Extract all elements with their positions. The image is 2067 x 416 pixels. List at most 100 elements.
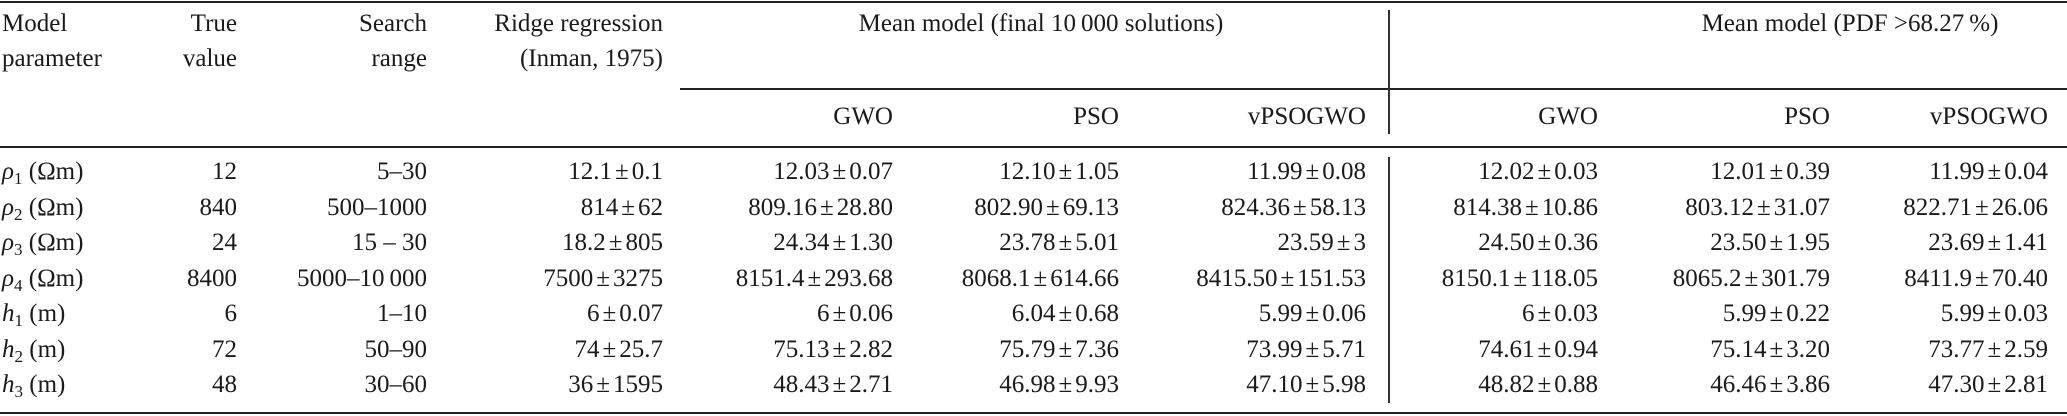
uncertainty-value: 3.20 — [1786, 335, 1830, 363]
parameter-subscript: 1 — [14, 169, 23, 188]
ridge-regression-cell: 814 ±62 — [581, 194, 663, 222]
plus-minus-sign: ± — [1744, 264, 1759, 292]
mean-value: 11.99 — [1929, 158, 1985, 185]
uncertainty-value: 1.30 — [849, 229, 893, 256]
true-value-cell: 12 — [212, 158, 237, 185]
mean-value: 8068.1 — [961, 264, 1031, 292]
cell-vpsogwo-pdf: 5.99 ±0.03 — [1941, 300, 2048, 328]
header-true-value-1: True — [190, 10, 237, 37]
cell-vpsogwo: 11.99 ±0.08 — [1247, 158, 1366, 186]
group-rule — [680, 88, 2067, 90]
plus-minus-sign: ± — [1058, 335, 1073, 363]
uncertainty-value: 5.71 — [1322, 335, 1366, 363]
top-rule — [0, 1, 2067, 3]
group-separator-body — [1388, 157, 1390, 403]
uncertainty-value: 0.1 — [631, 158, 663, 185]
cell-vpsogwo-pdf: 73.77 ±2.59 — [1928, 336, 2048, 364]
parameter-unit: (Ωm) — [28, 193, 84, 221]
mean-value: 48.43 — [773, 371, 830, 398]
cell-vpsogwo-pdf: 8411.9 ±70.40 — [1904, 265, 2048, 293]
uncertainty-value: 805 — [625, 229, 664, 256]
mean-value: 809.16 — [748, 193, 818, 221]
mean-value: 814.38 — [1453, 193, 1523, 221]
mean-value: 23.69 — [1928, 229, 1985, 256]
true-value-cell: 24 — [212, 229, 237, 256]
bottom-rule — [0, 412, 2067, 414]
plus-minus-sign: ± — [1305, 158, 1320, 185]
mean-value: 73.99 — [1246, 335, 1303, 363]
search-range-cell: 30–60 — [364, 371, 428, 398]
mean-value: 824.36 — [1221, 193, 1291, 221]
cell-pso: 46.98 ±9.93 — [999, 371, 1119, 399]
plus-minus-sign: ± — [1975, 193, 1989, 221]
uncertainty-value: 0.04 — [2004, 158, 2048, 185]
mean-value: 822.71 — [1903, 193, 1973, 221]
header-col-gwo-pdf: GWO — [1538, 103, 1598, 130]
plus-minus-sign: ± — [596, 371, 610, 398]
parameter-label: h1 (m) — [2, 300, 66, 330]
ridge-regression-cell: 12.1 ±0.1 — [568, 158, 663, 186]
plus-minus-sign: ± — [1058, 229, 1073, 256]
uncertainty-value: 0.03 — [1554, 300, 1598, 327]
mean-value: 75.13 — [773, 335, 830, 363]
plus-minus-sign: ± — [1280, 264, 1295, 292]
uncertainty-value: 2.82 — [849, 335, 893, 363]
ridge-regression-cell: 6 ±0.07 — [587, 300, 663, 328]
parameter-symbol: ρ — [2, 158, 14, 185]
plus-minus-sign: ± — [1058, 371, 1073, 398]
cell-pso-pdf: 23.50 ±1.95 — [1710, 229, 1830, 257]
mean-value: 5.99 — [1258, 300, 1303, 327]
parameter-label: h2 (m) — [2, 336, 65, 366]
plus-minus-sign: ± — [1537, 371, 1552, 398]
cell-gwo-pdf: 814.38 ±10.86 — [1453, 194, 1598, 222]
uncertainty-value: 28.80 — [836, 193, 893, 221]
uncertainty-value: 5.01 — [1075, 229, 1119, 256]
cell-vpsogwo: 23.59 ±3 — [1278, 229, 1366, 257]
plus-minus-sign: ± — [832, 335, 847, 363]
uncertainty-value: 0.06 — [849, 300, 893, 327]
header-rule — [0, 146, 2067, 148]
mean-value: 7500 — [543, 264, 594, 292]
plus-minus-sign: ± — [1305, 371, 1320, 398]
parameter-subscript: 2 — [14, 346, 24, 366]
mean-value: 23.78 — [999, 229, 1056, 256]
uncertainty-value: 2.81 — [2004, 371, 2048, 398]
plus-minus-sign: ± — [1975, 264, 1989, 292]
parameter-unit: (m) — [29, 300, 66, 327]
cell-vpsogwo-pdf: 47.30 ±2.81 — [1928, 371, 2048, 399]
plus-minus-sign: ± — [1293, 193, 1307, 221]
plus-minus-sign: ± — [1769, 229, 1784, 256]
parameter-label: h3 (m) — [2, 371, 65, 400]
mean-value: 73.77 — [1928, 335, 1985, 363]
mean-value: 48.82 — [1478, 371, 1535, 398]
uncertainty-value: 3.86 — [1786, 371, 1830, 398]
cell-gwo-pdf: 12.02 ±0.03 — [1478, 158, 1598, 186]
cell-gwo-pdf: 74.61 ±0.94 — [1478, 336, 1598, 364]
parameter-symbol: h — [2, 371, 15, 398]
plus-minus-sign: ± — [1769, 300, 1784, 327]
mean-value: 75.14 — [1710, 335, 1767, 363]
plus-minus-sign: ± — [1769, 335, 1784, 363]
plus-minus-sign: ± — [1537, 300, 1552, 327]
plus-minus-sign: ± — [820, 193, 834, 221]
plus-minus-sign: ± — [615, 158, 629, 185]
mean-value: 814 — [580, 193, 619, 221]
header-model-parameter-2: parameter — [2, 45, 102, 72]
cell-pso: 12.10 ±1.05 — [999, 158, 1119, 186]
parameter-subscript: 1 — [14, 311, 24, 330]
cell-gwo-pdf: 6 ±0.03 — [1522, 300, 1598, 328]
mean-value: 8415.50 — [1196, 264, 1278, 292]
cell-gwo: 8151.4 ±293.68 — [736, 265, 893, 293]
cell-vpsogwo: 824.36 ±58.13 — [1221, 194, 1366, 222]
uncertainty-value: 1.95 — [1786, 229, 1830, 256]
ridge-regression-cell: 18.2 ±805 — [562, 229, 663, 257]
plus-minus-sign: ± — [1305, 335, 1320, 363]
plus-minus-sign: ± — [1987, 371, 2002, 398]
ridge-regression-cell: 7500 ±3275 — [543, 265, 663, 293]
cell-vpsogwo-pdf: 23.69 ±1.41 — [1928, 229, 2048, 257]
cell-pso: 6.04 ±0.68 — [1012, 300, 1119, 328]
uncertainty-value: 26.06 — [1991, 193, 2048, 221]
uncertainty-value: 25.7 — [619, 335, 663, 363]
parameter-symbol: ρ — [2, 229, 14, 256]
search-range-cell: 500–1000 — [327, 193, 427, 221]
